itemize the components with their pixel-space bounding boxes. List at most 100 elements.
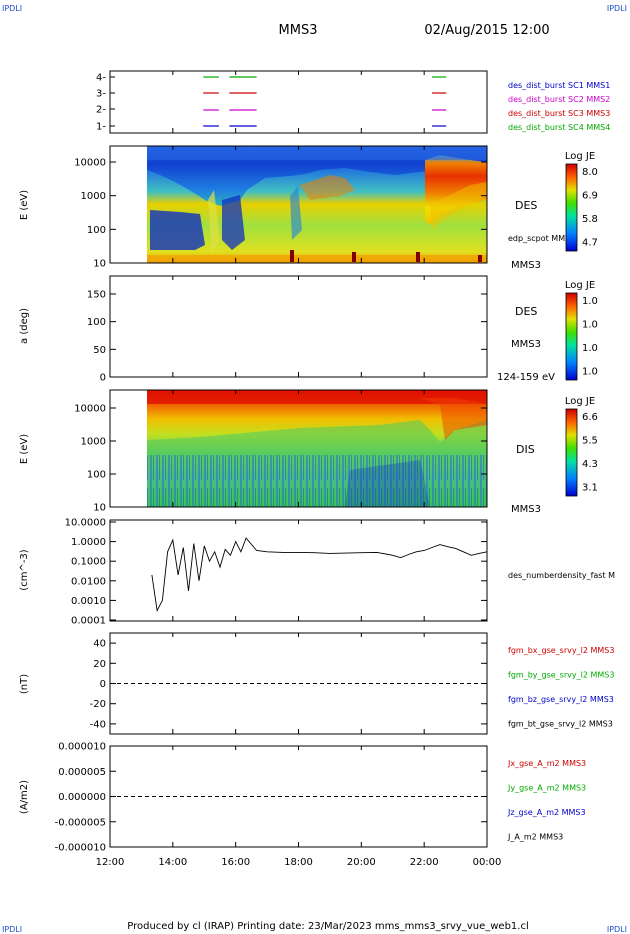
current-ytick-label: -0.000010 xyxy=(55,843,106,854)
des-energy-ytick-label: 10 xyxy=(93,259,106,270)
panel-des-pitch: 150 100 50 0 a (deg) DES MMS3 124-159 eV Lo… xyxy=(19,275,598,384)
time-tick-label: 00:00 xyxy=(473,857,502,868)
des-pitch-yticks: 150 100 50 0 xyxy=(87,290,487,384)
dis-energy-spectrogram xyxy=(147,390,487,507)
des-pitch-colorbar-tick: 1.0 xyxy=(582,367,598,378)
current-legend-entry: J_A_m2 MMS3 xyxy=(507,833,563,842)
des-energy-ylabel: E (eV) xyxy=(19,190,30,220)
density-ytick-label: 10.0000 xyxy=(65,518,106,529)
dis-energy-colorbar-tick: 4.3 xyxy=(582,459,598,470)
des-pitch-colorbar-title: Log JE xyxy=(565,280,595,291)
density-ytick-label: 0.0100 xyxy=(71,576,106,587)
des-pitch-colorbar-tick: 1.0 xyxy=(582,320,598,331)
dis-energy-colorbar-scale xyxy=(565,408,578,497)
density-ytick-label: 1.0000 xyxy=(71,537,106,548)
dis-energy-colorbar-tick: 3.1 xyxy=(582,483,598,494)
des-pitch-ytick-label: 100 xyxy=(87,317,106,328)
burst-ytick-label: 1- xyxy=(96,122,106,133)
panel-des-pitch-frame xyxy=(109,275,488,378)
des-energy-spectrogram xyxy=(147,146,487,263)
burst-ytick-label: 2- xyxy=(96,105,106,116)
burst-legend-entry: des_dist_burst SC2 MMS2 xyxy=(508,95,610,104)
burst-legend-entry: des_dist_burst SC4 MMS4 xyxy=(508,123,610,132)
des-energy-colorbar-tick: 8.0 xyxy=(582,167,598,178)
dis-energy-ylabel: E (eV) xyxy=(19,434,30,464)
des-energy-colorbar-title: Log JE xyxy=(565,151,595,162)
panel-burst: 4-3-2-1- des_dist_burst SC1 MMS1des_dist… xyxy=(96,70,610,134)
current-legend-entry: Jz_gse_A_m2 MMS3 xyxy=(507,808,586,817)
density-ylabel: (cm^-3) xyxy=(19,549,30,590)
bfield-yticks: 40 20 0 -20 -40 xyxy=(90,639,487,730)
dis-energy-instrument: DIS xyxy=(516,443,535,456)
time-axis: 12:00 14:00 16:00 18:00 20:00 22:00 00:00 xyxy=(96,71,502,868)
des-pitch-colorbar-scale xyxy=(565,292,578,381)
bfield-ytick-label: 40 xyxy=(93,639,106,650)
bfield-legend: fgm_bx_gse_srvy_l2 MMS3 fgm_by_gse_srvy_l… xyxy=(508,646,614,729)
dis-energy-colorbar-title: Log JE xyxy=(565,396,595,407)
dis-energy-yticks: 10000 1000 100 10 xyxy=(74,404,487,514)
dis-energy-spacecraft: MMS3 xyxy=(511,504,541,515)
date-time: 02/Aug/2015 12:00 xyxy=(424,23,549,38)
burst-legend-entry: des_dist_burst SC1 MMS1 xyxy=(508,81,610,90)
bfield-ytick-label: -20 xyxy=(90,699,106,710)
des-energy-yticks: 10000 1000 100 10 xyxy=(74,158,487,270)
density-yticks: 10.0000 1.0000 0.1000 0.0100 0.0010 0.0001 xyxy=(65,518,487,627)
density-legend: des_numberdensity_fast M xyxy=(508,571,615,580)
corner-label-bottom-left: IPDLI xyxy=(2,925,22,934)
panel-dis-energy: 10000 1000 100 10 E (eV) DIS MMS3 Log JE 6.6… xyxy=(19,389,598,515)
des-energy-colorbar-tick: 5.8 xyxy=(582,214,598,225)
des-energy-instrument: DES xyxy=(515,199,537,212)
corner-label-bottom-right: IPDLI xyxy=(607,925,627,934)
bfield-legend-entry: fgm_bx_gse_srvy_l2 MMS3 xyxy=(508,646,614,655)
time-tick-label: 22:00 xyxy=(410,857,439,868)
des-pitch-spacecraft: MMS3 xyxy=(511,339,541,350)
dis-energy-ytick-label: 10 xyxy=(93,503,106,514)
des-energy-spacecraft: MMS3 xyxy=(511,260,541,271)
des-energy-ytick-label: 1000 xyxy=(81,191,106,202)
dis-energy-ytick-label: 10000 xyxy=(74,404,106,415)
des-pitch-colorbar-tick: 1.0 xyxy=(582,343,598,354)
panel-des-energy: 10000 1000 100 10 E (eV) DES edp_scpot MMS3… xyxy=(19,145,598,271)
des-pitch-energy-range: 124-159 eV xyxy=(497,372,555,383)
current-legend-entry: Jy_gse_A_m2 MMS3 xyxy=(507,784,586,793)
des-energy-colorbar-tick: 6.9 xyxy=(582,191,598,202)
panel-burst-legend: des_dist_burst SC1 MMS1 des_dist_burst SC… xyxy=(508,81,610,132)
panel-burst-yticks: 4- 3- 2- 1- xyxy=(96,73,115,133)
dis-energy-ytick-label: 1000 xyxy=(81,437,106,448)
footer-credits: Produced by cl (IRAP) Printing date: 23/… xyxy=(127,921,528,932)
des-pitch-ytick-label: 150 xyxy=(87,290,106,301)
current-ytick-label: 0.000005 xyxy=(58,767,106,778)
burst-ytick-label: 3- xyxy=(96,89,106,100)
density-ytick-label: 0.1000 xyxy=(71,557,106,568)
des-energy-colorbar-tick: 4.7 xyxy=(582,238,598,249)
panel-burst-frame xyxy=(109,70,488,134)
current-legend: Jx_gse_A_m2 MMS3 Jy_gse_A_m2 MMS3 Jz_gse_A… xyxy=(507,759,586,842)
des-pitch-instrument: DES xyxy=(515,305,537,318)
panel-density-frame xyxy=(109,519,488,622)
bfield-ylabel: (nT) xyxy=(19,674,30,694)
density-line xyxy=(151,537,488,613)
bfield-legend-entry: fgm_by_gse_srvy_l2 MMS3 xyxy=(508,671,614,680)
panel-bfield: 40 20 0 -20 -40 (nT) fgm_bx_gse_srvy_l2 MMS3… xyxy=(19,632,614,735)
time-tick-label: 14:00 xyxy=(158,857,187,868)
dis-energy-colorbar: Log JE 6.6 5.5 4.3 3.1 xyxy=(565,396,598,497)
current-legend-entry: Jx_gse_A_m2 MMS3 xyxy=(507,759,586,768)
density-ytick-label: 0.0010 xyxy=(71,596,106,607)
density-ytick-label: 0.0001 xyxy=(71,616,106,627)
current-ylabel: (A/m2) xyxy=(19,780,30,814)
time-tick-label: 18:00 xyxy=(284,857,313,868)
panel-density: 10.0000 1.0000 0.1000 0.0100 0.0010 0.0001 (c… xyxy=(19,518,615,627)
corner-label-top-right: IPDLI xyxy=(607,4,627,13)
current-ytick-label: -0.000005 xyxy=(55,817,106,828)
panel-current: 0.000010 0.000005 0.000000 -0.000005 -0.0000… xyxy=(19,742,586,854)
des-energy-colorbar-scale xyxy=(565,163,578,252)
bfield-ytick-label: -40 xyxy=(90,719,106,730)
des-pitch-colorbar: Log JE 1.0 1.0 1.0 1.0 xyxy=(565,280,598,381)
bfield-legend-entry: fgm_bt_gse_srvy_l2 MMS3 xyxy=(508,720,613,729)
time-tick-label: 20:00 xyxy=(347,857,376,868)
des-energy-overlay-label: edp_scpot MMS3 xyxy=(508,234,575,243)
current-ytick-label: 0.000010 xyxy=(58,742,106,753)
time-tick-label: 16:00 xyxy=(221,857,250,868)
time-tick-label: 12:00 xyxy=(96,857,125,868)
mission-title: MMS3 xyxy=(279,23,318,38)
